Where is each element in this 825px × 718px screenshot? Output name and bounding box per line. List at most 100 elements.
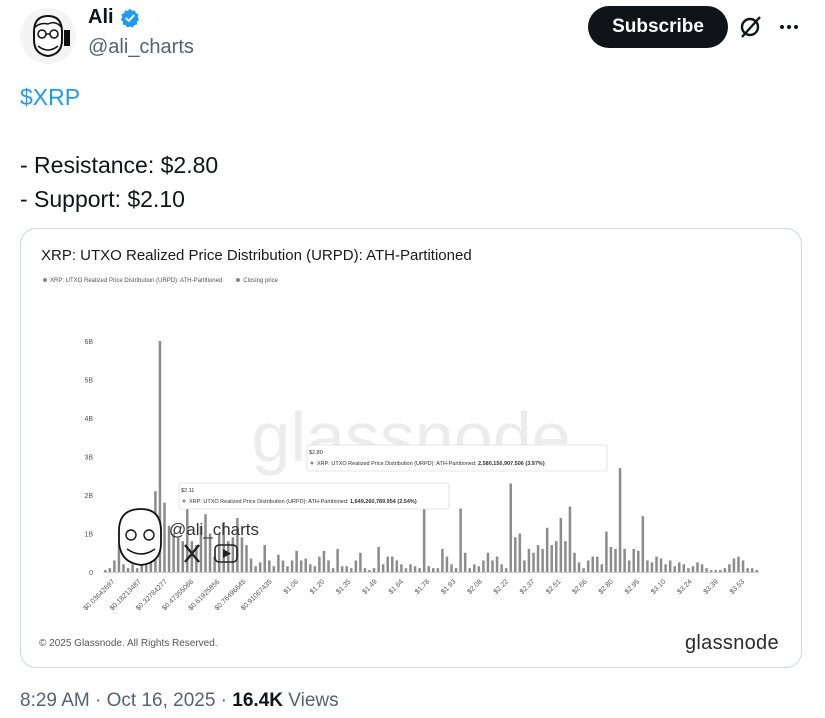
x-tick-label: $3.53	[729, 578, 746, 595]
bar	[596, 556, 599, 572]
bar	[286, 566, 289, 572]
bar	[372, 568, 376, 572]
bar	[450, 564, 453, 572]
bar	[514, 537, 517, 572]
bar	[236, 518, 239, 572]
bar	[281, 560, 285, 572]
bar	[277, 554, 280, 572]
bar	[131, 564, 134, 572]
x-tick-label: $2.08	[466, 578, 483, 595]
tweet-date[interactable]: Oct 16, 2025	[106, 690, 216, 711]
chart-legend: XRP: UTXO Realized Price Distribution (U…	[43, 278, 278, 284]
bar	[327, 560, 330, 572]
bar	[700, 564, 704, 572]
legend-item-closing-price: Closing price	[236, 278, 278, 284]
bar	[304, 558, 307, 572]
bar	[732, 558, 736, 572]
more-options-icon[interactable]	[776, 14, 802, 40]
bar	[263, 545, 266, 572]
bar	[627, 560, 631, 572]
x-logo-icon	[184, 544, 200, 563]
bar	[673, 566, 676, 572]
bar	[167, 525, 171, 572]
youtube-icon	[214, 544, 238, 563]
verified-badge-icon	[120, 8, 139, 28]
avatar-illustration	[20, 8, 76, 64]
bar	[709, 570, 713, 572]
bar	[386, 556, 389, 572]
bar	[591, 556, 594, 572]
tooltip-price: $2.11	[181, 488, 194, 494]
bar	[573, 552, 576, 572]
author-watermark-illustration	[118, 508, 162, 566]
cashtag-link[interactable]: $XRP	[20, 84, 81, 110]
bar	[614, 548, 617, 572]
bar	[445, 556, 449, 572]
y-tick-label: 2B	[84, 493, 93, 500]
bar	[600, 564, 604, 572]
bar	[149, 560, 153, 572]
bar	[582, 568, 585, 572]
bar	[395, 560, 399, 572]
bar	[231, 537, 235, 572]
bar	[691, 566, 695, 572]
y-tick-label: 1B	[84, 532, 93, 539]
bar	[678, 562, 681, 573]
bar	[258, 562, 262, 573]
bar	[495, 556, 499, 572]
bar	[555, 541, 558, 572]
subscribe-button[interactable]: Subscribe	[588, 6, 728, 48]
x-tick-label: $2.51	[545, 578, 562, 595]
bar	[409, 564, 412, 572]
grok-icon[interactable]	[738, 14, 764, 40]
bar	[436, 568, 440, 572]
avatar[interactable]	[20, 8, 76, 64]
bar	[750, 568, 754, 572]
bar	[359, 552, 362, 572]
bar	[190, 541, 194, 572]
tooltip-label: XRP: UTXO Realized Price Distribution (U…	[317, 461, 545, 467]
bar	[299, 560, 303, 572]
tooltip-dot	[310, 461, 314, 465]
tweet-line-resistance: - Resistance: $2.80	[20, 152, 219, 178]
bar	[340, 566, 344, 572]
bar	[559, 518, 563, 572]
bar	[459, 508, 462, 572]
bar	[163, 502, 166, 572]
youtube-play-icon	[223, 549, 231, 558]
bar	[331, 568, 335, 572]
y-tick-label: 3B	[84, 455, 93, 462]
bar	[254, 566, 257, 572]
x-tick-label: $1.06	[283, 578, 300, 595]
bar	[454, 568, 458, 572]
bar	[208, 533, 212, 572]
bar	[486, 552, 490, 572]
bar	[213, 556, 216, 572]
tweet-text: $XRP - Resistance: $2.80 - Support: $2.1…	[20, 80, 218, 216]
bar	[204, 514, 207, 572]
tweet-time[interactable]: 8:29 AM	[20, 690, 90, 711]
bar	[345, 566, 348, 572]
x-tick-label: $1.64	[388, 578, 405, 595]
bar	[363, 568, 367, 572]
bar	[240, 537, 244, 572]
bar	[108, 568, 112, 572]
bar	[482, 560, 485, 572]
x-tick-label: $1.93	[440, 578, 457, 595]
bar	[737, 556, 740, 572]
x-tick-label: $3.24	[676, 578, 693, 595]
chart-image-card[interactable]: XRP: UTXO Realized Price Distribution (U…	[20, 228, 802, 668]
bar	[117, 545, 121, 572]
urpd-bar-chart: glassnode6B5B4B3B2B1B0$0.03642697$0.1821…	[83, 339, 759, 612]
bar	[609, 546, 613, 572]
bar	[368, 570, 371, 572]
x-tick-label: $2.22	[493, 578, 510, 595]
tweet-line-support: - Support: $2.10	[20, 186, 185, 212]
author-handle[interactable]: @ali_charts	[88, 36, 194, 58]
bar	[186, 487, 189, 572]
x-tick-label: $1.49	[361, 578, 378, 595]
author-name[interactable]: Ali	[88, 6, 114, 28]
bar	[227, 541, 230, 572]
bar	[122, 564, 125, 572]
x-tick-label: $2.95	[624, 578, 641, 595]
